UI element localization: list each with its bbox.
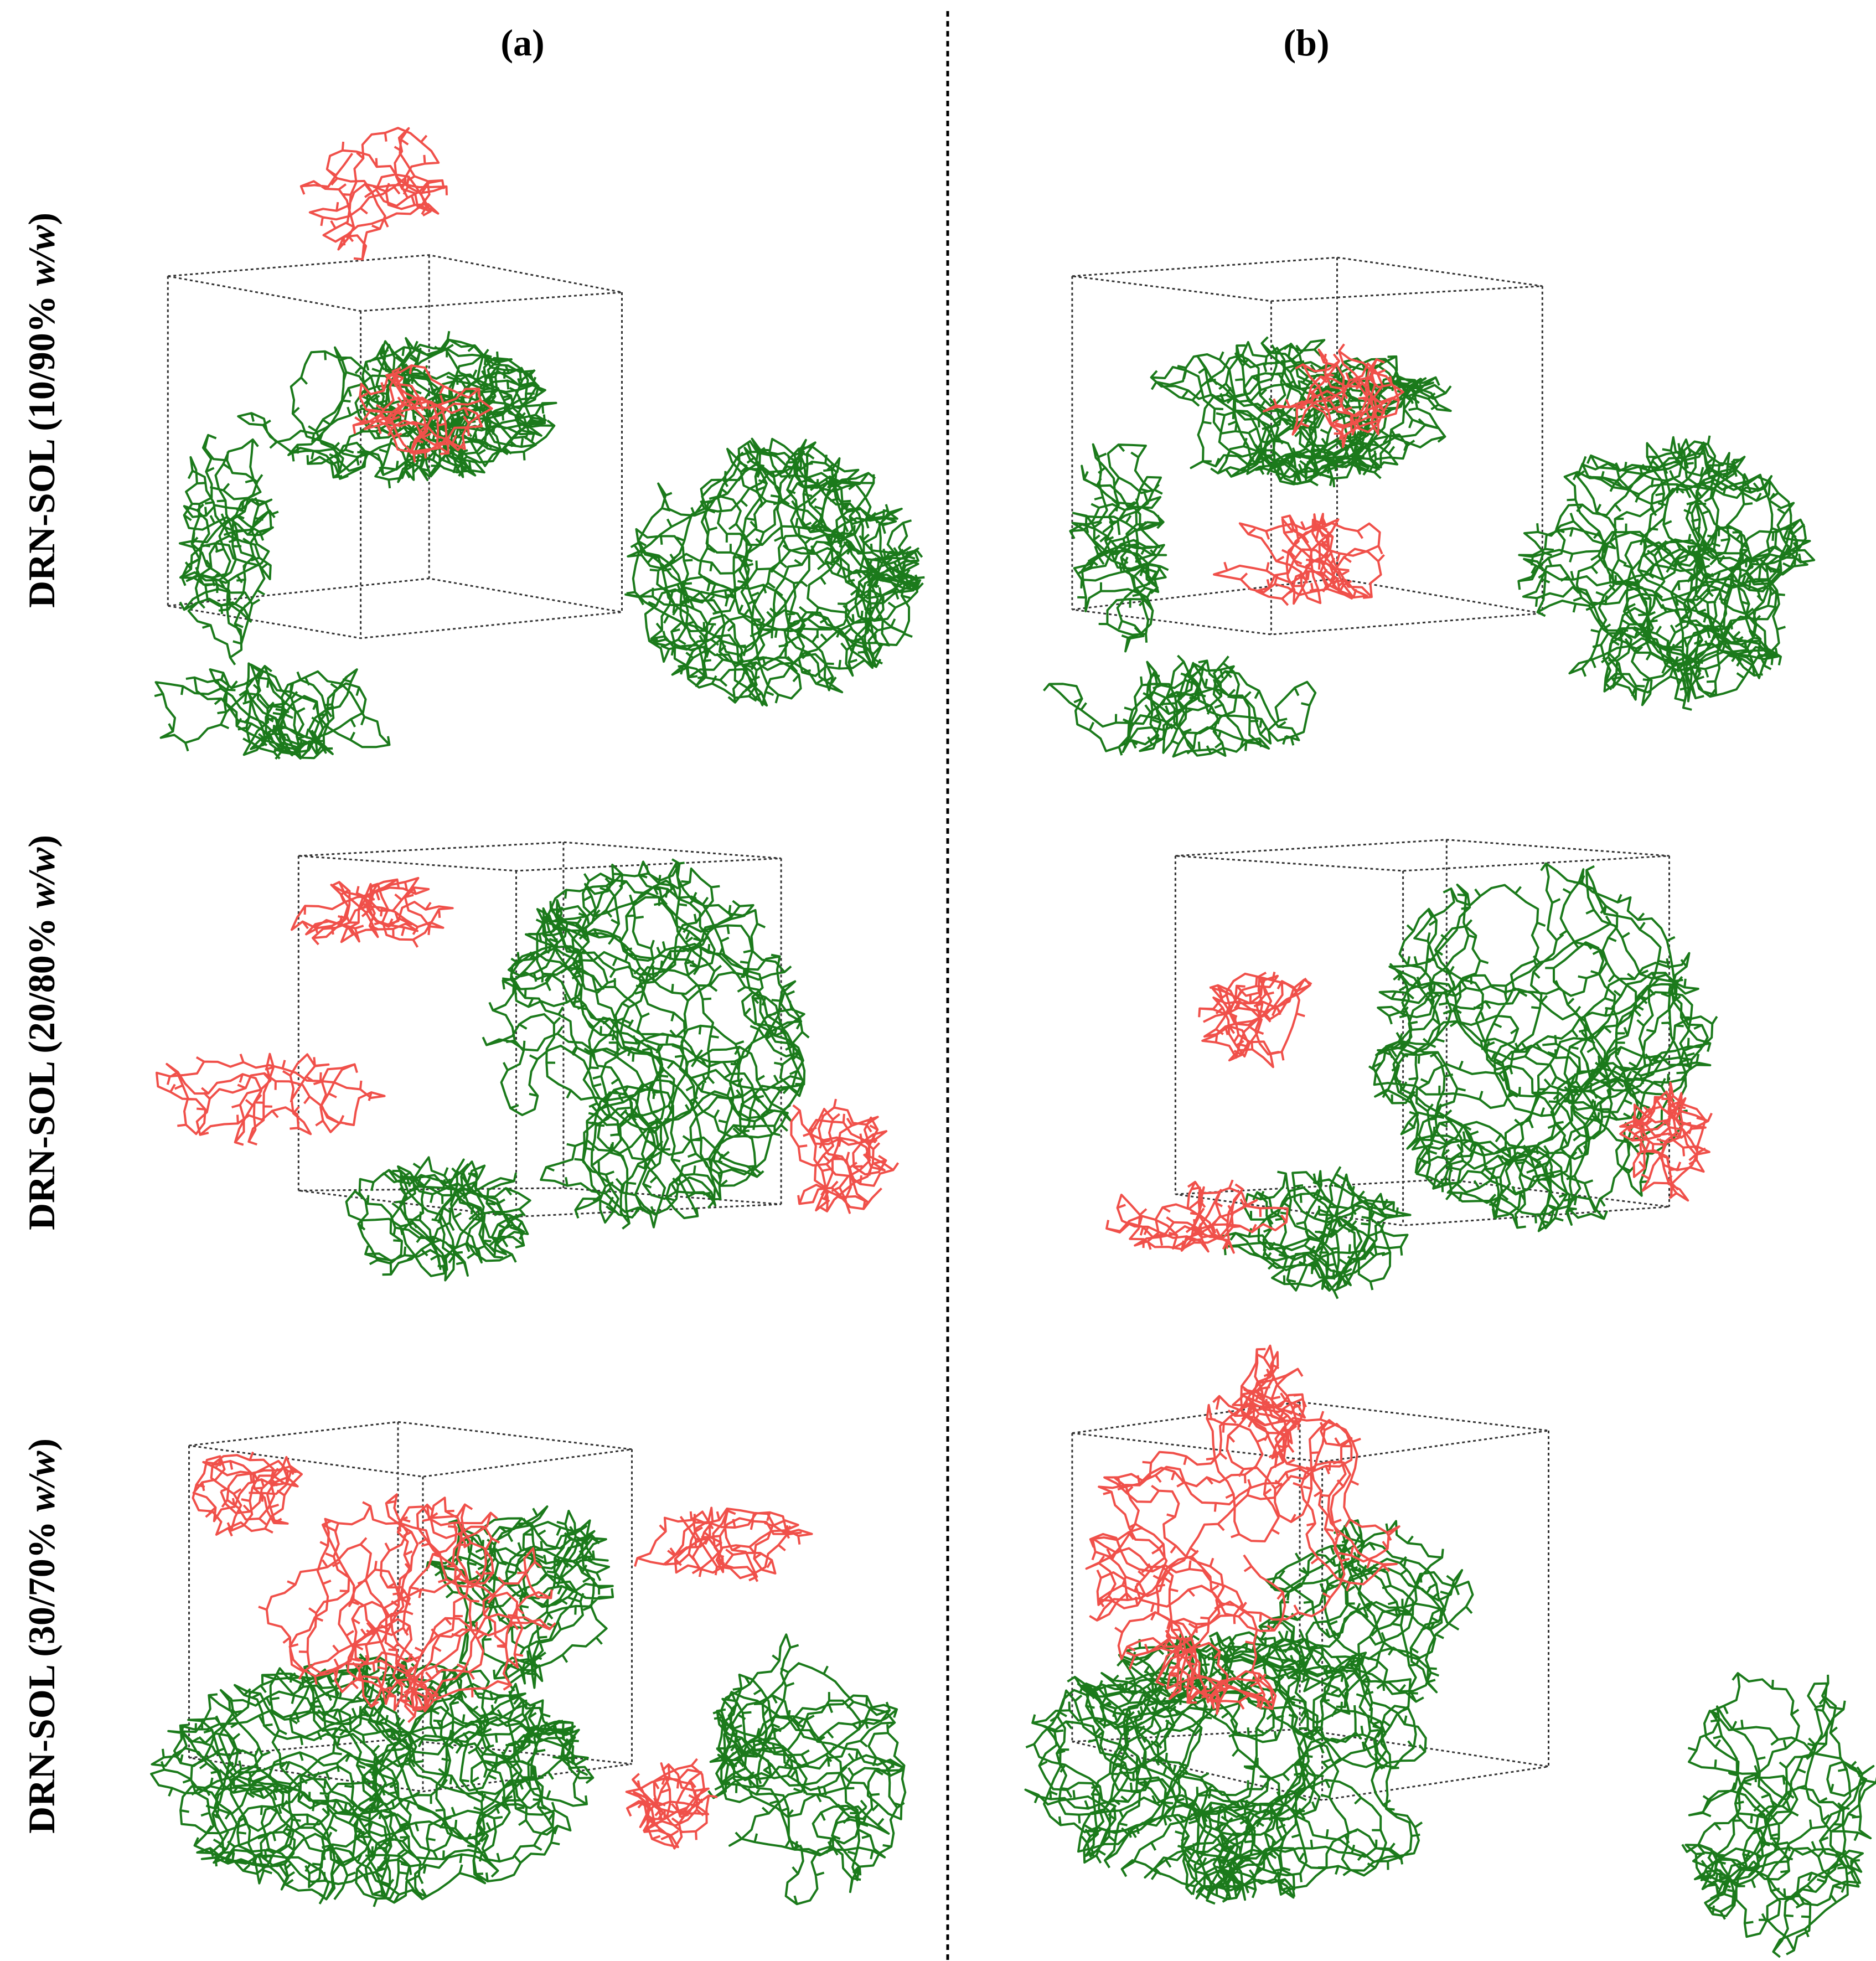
molecule: [1042, 654, 1317, 758]
molecule: [192, 1451, 303, 1537]
row-label-text: ): [20, 213, 63, 225]
molecule: [352, 364, 493, 463]
molecule: [291, 876, 454, 948]
row-label-italic: w/w: [20, 225, 63, 286]
molecule: [1105, 1179, 1289, 1254]
row-label-text: ): [20, 835, 63, 848]
row-label-text: ): [20, 1438, 63, 1451]
molecule: [154, 662, 391, 760]
molecule: [707, 1633, 907, 1906]
molecule: [1368, 862, 1718, 1232]
molecule: [625, 1758, 718, 1850]
row-label: DRN-SOL (10/90% w/w): [20, 213, 63, 608]
row-labels: DRN-SOL (10/90% w/w)DRN-SOL (20/80% w/w)…: [20, 213, 63, 1834]
molecule: [1227, 1344, 1307, 1468]
molecule: [1069, 443, 1169, 653]
molecule: [156, 1052, 386, 1146]
simulation-box: [1174, 839, 1670, 1226]
molecule: [790, 1098, 900, 1214]
molecule: [1024, 1630, 1427, 1905]
simulation-box: [188, 1421, 633, 1793]
molecule: [1262, 343, 1404, 448]
molecule: [345, 1156, 531, 1282]
row-label: DRN-SOL (30/70% w/w): [20, 1438, 63, 1834]
simulation-box: [1071, 1401, 1549, 1801]
molecule: [299, 127, 448, 261]
molecule: [624, 437, 925, 707]
molecule: [482, 858, 810, 1230]
molecule: [1517, 435, 1816, 711]
row-label-text: DRN-SOL (10/90%: [20, 286, 63, 608]
molecules: [150, 127, 1876, 1958]
molecule: [1681, 1672, 1876, 1958]
molecule: [1221, 1166, 1412, 1299]
molecule: [634, 1506, 813, 1582]
molecule: [1085, 1395, 1400, 1715]
molecule: [258, 1493, 557, 1723]
column-label: (b): [1283, 22, 1329, 64]
molecule: [178, 434, 279, 665]
molecule: [1213, 513, 1385, 606]
row-label-italic: w/w: [20, 1451, 63, 1511]
row-label-text: DRN-SOL (20/80%: [20, 908, 63, 1230]
molecule: [1198, 971, 1312, 1069]
molecule: [1619, 1081, 1713, 1202]
row-label: DRN-SOL (20/80% w/w): [20, 835, 63, 1230]
row-label-text: DRN-SOL (30/70%: [20, 1511, 63, 1834]
row-label-italic: w/w: [20, 847, 63, 908]
column-label: (a): [500, 22, 544, 64]
simulation-box: [297, 841, 782, 1218]
